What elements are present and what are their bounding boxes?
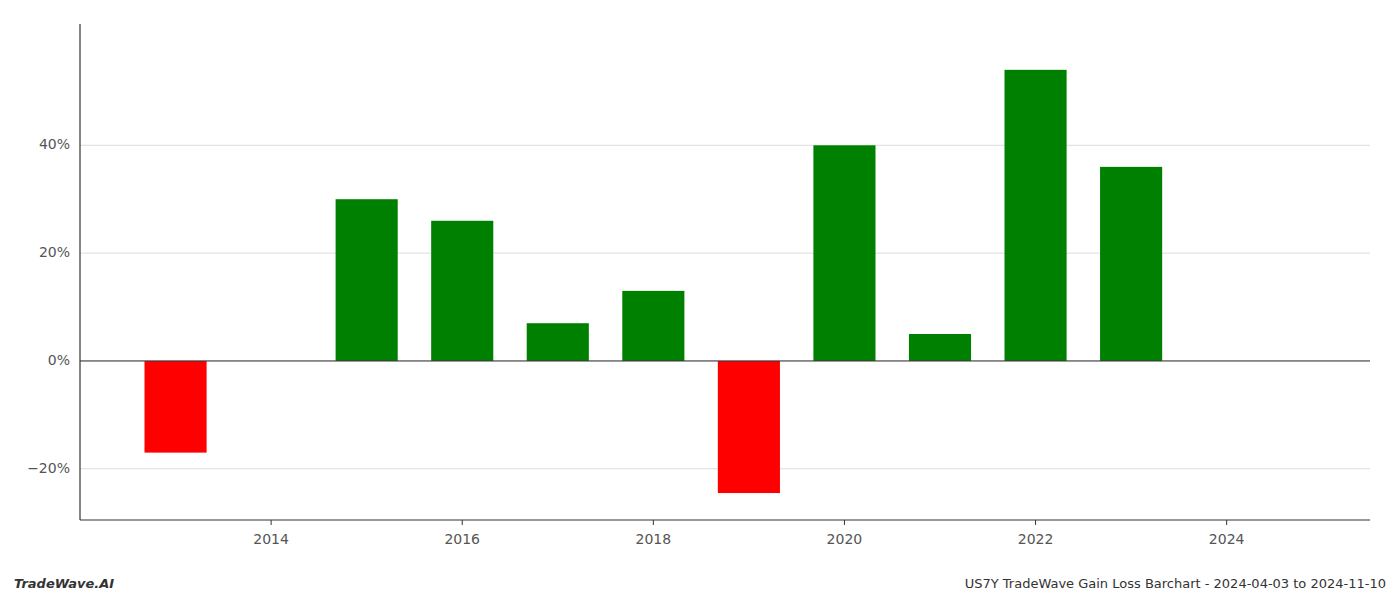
bars (145, 70, 1163, 493)
x-tick-label: 2016 (444, 531, 480, 547)
bar (336, 199, 398, 361)
bar (909, 334, 971, 361)
bar (622, 291, 684, 361)
y-axis-line (79, 24, 80, 520)
x-tick (844, 520, 845, 525)
x-tick (1035, 520, 1036, 525)
bar (813, 145, 875, 361)
bar (527, 323, 589, 361)
x-tick (271, 520, 272, 525)
zero-line (80, 360, 1370, 361)
y-tick-label: −20% (27, 460, 70, 476)
x-tick (653, 520, 654, 525)
bar (145, 361, 207, 453)
x-tick (1226, 520, 1227, 525)
chart: −20% 0% 20% 40% 2014 2016 2018 2020 2022 2024 Trad… (0, 0, 1400, 600)
bar (1005, 70, 1067, 361)
x-tick-label: 2018 (636, 531, 672, 547)
footer-left: TradeWave.AI (14, 576, 114, 591)
x-tick-label: 2024 (1209, 531, 1245, 547)
bar (718, 361, 780, 493)
footer-right: US7Y TradeWave Gain Loss Barchart - 2024… (965, 576, 1386, 591)
grid-line (80, 360, 1370, 361)
x-tick (462, 520, 463, 525)
x-tick-label: 2014 (253, 531, 289, 547)
bar (431, 221, 493, 361)
x-axis-line (80, 519, 1370, 520)
y-tick-label: 40% (39, 136, 70, 152)
y-tick-label: 20% (39, 244, 70, 260)
grid-line (80, 145, 1370, 146)
x-tick-label: 2022 (1018, 531, 1054, 547)
x-tick-label: 2020 (827, 531, 863, 547)
bar (1100, 167, 1162, 361)
y-tick-label: 0% (48, 352, 70, 368)
grid-line (80, 253, 1370, 254)
